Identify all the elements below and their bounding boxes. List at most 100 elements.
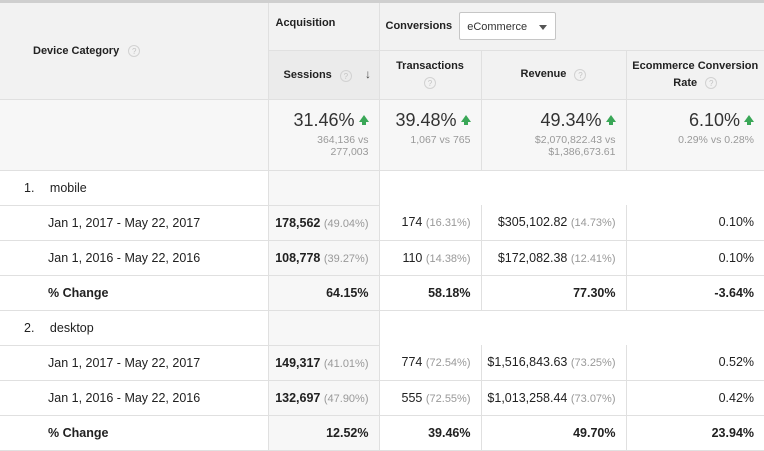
conversions-select-value: eCommerce <box>467 21 528 34</box>
revenue-change-cell: 49.70% <box>481 415 627 451</box>
revenue-column-header[interactable]: Revenue ? <box>481 50 627 100</box>
change-label: % Change <box>0 415 269 451</box>
ecr-label-line1: Ecommerce Conversion <box>632 59 759 72</box>
ecr-cell: 0.10% <box>626 205 764 241</box>
sessions-label: Sessions <box>283 69 332 82</box>
group-row-desktop[interactable]: 2. desktop <box>0 310 764 346</box>
group-row-mobile[interactable]: 1. mobile <box>0 170 764 206</box>
ecr-cell: 0.52% <box>626 345 764 381</box>
transactions-value: 174 <box>401 215 423 230</box>
transactions-pct: (72.55%) <box>425 392 471 405</box>
change-row: % Change 64.15% 58.18% 77.30% -3.64% <box>0 275 764 311</box>
revenue-value: $1,013,258.44 <box>487 390 568 405</box>
device-category-header[interactable]: Device Category ? <box>0 3 269 100</box>
revenue-pct: (14.73%) <box>570 217 616 230</box>
date-range-label: Jan 1, 2017 - May 22, 2017 <box>0 205 269 241</box>
summary-transactions: 39.48% 1,067 vs 765 <box>379 99 482 171</box>
sessions-column-header[interactable]: Sessions ? ↓ <box>268 50 380 100</box>
transactions-value: 774 <box>401 355 423 370</box>
help-icon[interactable]: ? <box>705 76 718 89</box>
revenue-change-cell: 77.30% <box>481 275 627 311</box>
revenue-cell: $172,082.38 (12.41%) <box>481 240 627 276</box>
ecr-label-line2: Rate <box>673 76 698 89</box>
transactions-change: 39.48% <box>395 109 457 130</box>
table-row: Jan 1, 2016 - May 22, 2016 132,697 (47.9… <box>0 380 764 416</box>
transactions-change-cell: 58.18% <box>379 275 482 311</box>
revenue-pct: (73.25%) <box>570 357 616 370</box>
acquisition-label: Acquisition <box>275 17 336 29</box>
date-range-label: Jan 1, 2017 - May 22, 2017 <box>0 345 269 381</box>
group-name[interactable]: mobile <box>49 180 87 195</box>
sessions-detail-2: 277,003 <box>330 145 369 158</box>
ecr-detail-1: 0.29% vs 0.28% <box>678 133 755 146</box>
sessions-pct: (39.27%) <box>323 252 369 265</box>
conversions-type-select[interactable]: eCommerce <box>459 12 557 41</box>
sessions-pct: (49.04%) <box>323 217 369 230</box>
group-empty-cell <box>268 170 380 206</box>
group-label-cell[interactable]: 1. mobile <box>0 170 269 206</box>
transactions-cell: 774 (72.54%) <box>378 345 482 381</box>
transactions-cell: 110 (14.38%) <box>378 240 482 276</box>
transactions-value: 555 <box>401 390 423 405</box>
revenue-value: $1,516,843.63 <box>487 355 568 370</box>
ecommerce-conversion-rate-column-header[interactable]: Ecommerce Conversion Rate ? <box>626 50 764 100</box>
sessions-cell: 178,562 (49.04%) <box>268 205 380 241</box>
revenue-value: $172,082.38 <box>497 250 568 265</box>
revenue-change: 49.34% <box>540 109 602 130</box>
revenue-label: Revenue <box>520 68 567 81</box>
ecr-cell: 0.10% <box>626 240 764 276</box>
chevron-down-icon <box>539 25 548 31</box>
sessions-change: 31.46% <box>293 109 355 130</box>
table-row: Jan 1, 2017 - May 22, 2017 149,317 (41.0… <box>0 345 764 381</box>
up-arrow-icon <box>744 115 755 126</box>
group-empty-cell <box>379 310 764 345</box>
transactions-pct: (14.38%) <box>425 252 471 265</box>
transactions-pct: (72.54%) <box>425 357 471 370</box>
top-border <box>0 0 764 3</box>
date-range-label: Jan 1, 2016 - May 22, 2016 <box>0 380 269 416</box>
ecr-change: 6.10% <box>688 109 741 130</box>
explorer-table: Device Category ? Acquisition Conversion… <box>0 3 764 451</box>
ecr-change-cell: -3.64% <box>626 275 764 311</box>
revenue-value: $305,102.82 <box>497 215 568 230</box>
transactions-cell: 174 (16.31%) <box>378 205 482 241</box>
help-icon[interactable]: ? <box>339 69 352 82</box>
device-category-label: Device Category <box>33 44 120 57</box>
revenue-detail-1: $2,070,822.43 vs <box>534 133 616 146</box>
transactions-column-header[interactable]: Transactions ? <box>379 50 482 100</box>
ecr-cell: 0.42% <box>626 380 764 416</box>
conversions-group-header: Conversions eCommerce <box>379 3 764 51</box>
group-label-cell[interactable]: 2. desktop <box>0 310 269 346</box>
revenue-pct: (12.41%) <box>570 252 616 265</box>
group-index: 1. <box>24 180 35 195</box>
revenue-cell: $1,516,843.63 (73.25%) <box>481 345 627 381</box>
transactions-value: 110 <box>402 250 423 265</box>
table-row: Jan 1, 2016 - May 22, 2016 108,778 (39.2… <box>0 240 764 276</box>
sessions-value: 132,697 <box>275 390 321 405</box>
sessions-change-cell: 12.52% <box>268 415 380 451</box>
up-arrow-icon <box>460 115 471 126</box>
sessions-detail-1: 364,136 vs <box>317 133 369 146</box>
revenue-pct: (73.07%) <box>570 392 616 405</box>
transactions-detail-1: 1,067 vs 765 <box>410 133 471 146</box>
group-empty-cell <box>379 170 764 205</box>
summary-sessions: 31.46% 364,136 vs 277,003 <box>268 99 380 171</box>
sessions-change-cell: 64.15% <box>268 275 380 311</box>
help-icon[interactable]: ? <box>424 76 436 89</box>
help-icon[interactable]: ? <box>574 68 587 81</box>
sessions-value: 178,562 <box>275 215 321 230</box>
sessions-cell: 108,778 (39.27%) <box>268 240 380 276</box>
group-name[interactable]: desktop <box>49 320 94 335</box>
revenue-cell: $1,013,258.44 (73.07%) <box>481 380 627 416</box>
sort-descending-icon[interactable]: ↓ <box>364 67 371 82</box>
transactions-pct: (16.31%) <box>425 217 471 230</box>
summary-ecr: 6.10% 0.29% vs 0.28% <box>626 99 764 171</box>
help-icon[interactable]: ? <box>128 44 141 57</box>
sessions-pct: (41.01%) <box>323 357 369 370</box>
date-range-label: Jan 1, 2016 - May 22, 2016 <box>0 240 269 276</box>
revenue-detail-2: $1,386,673.61 <box>548 145 616 158</box>
group-index: 2. <box>24 320 35 335</box>
group-empty-cell <box>268 310 380 346</box>
revenue-cell: $305,102.82 (14.73%) <box>481 205 627 241</box>
